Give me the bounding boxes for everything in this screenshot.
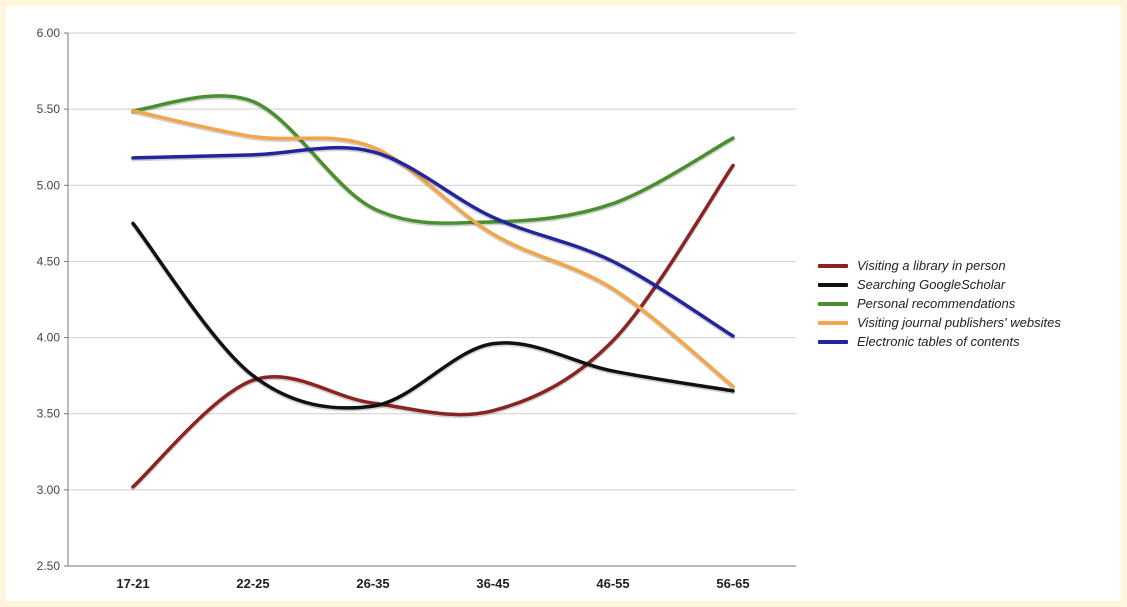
legend-swatch	[818, 301, 848, 306]
x-tick-label: 56-65	[716, 576, 749, 591]
y-tick-label: 5.50	[37, 102, 61, 116]
line-chart: 2.50 3.00 3.50 4.00 4.50 5.00 5.50 6.00 17-21 22…	[37, 26, 796, 591]
legend-entry: Personal recommendations	[818, 294, 1061, 313]
legend-label: Personal recommendations	[857, 296, 1016, 311]
legend-swatch	[818, 263, 848, 268]
legend-swatch	[818, 282, 848, 287]
y-tick-label: 4.50	[37, 254, 61, 268]
y-tick-label: 3.00	[37, 483, 61, 497]
legend: Visiting a library in person Searching Go…	[818, 256, 1061, 351]
series-lines	[131, 94, 735, 491]
series-line-4	[131, 145, 735, 338]
y-tick-label: 5.00	[37, 178, 61, 192]
y-tick-label: 2.50	[37, 559, 61, 573]
axes	[64, 32, 796, 567]
series-line-3	[131, 108, 735, 389]
series-line-shadow	[131, 95, 735, 227]
x-tick-label: 17-21	[116, 576, 149, 591]
legend-entry: Visiting a library in person	[818, 256, 1061, 275]
legend-label: Visiting a library in person	[857, 258, 1006, 273]
legend-entry: Electronic tables of contents	[818, 332, 1061, 351]
x-tick-labels: 17-21 22-25 26-35 36-45 46-55 56-65	[116, 576, 749, 591]
series-line-2	[131, 94, 735, 225]
chart-frame: 2.50 3.00 3.50 4.00 4.50 5.00 5.50 6.00 17-21 22…	[6, 6, 1121, 601]
y-tick-label: 4.00	[37, 331, 61, 345]
legend-swatch	[818, 339, 848, 344]
y-tick-labels: 2.50 3.00 3.50 4.00 4.50 5.00 5.50 6.00	[37, 26, 61, 573]
legend-label: Visiting journal publishers' websites	[857, 315, 1061, 330]
x-tick-label: 36-45	[476, 576, 509, 591]
legend-label: Electronic tables of contents	[857, 334, 1020, 349]
legend-label: Searching GoogleScholar	[857, 277, 1006, 292]
legend-swatch	[818, 320, 848, 325]
legend-entry: Searching GoogleScholar	[818, 275, 1061, 294]
series-line-1	[131, 221, 735, 410]
x-tick-label: 22-25	[236, 576, 269, 591]
series-line-shadow	[131, 222, 735, 412]
series-line-shadow	[131, 164, 735, 491]
x-tick-label: 26-35	[356, 576, 389, 591]
legend-entry: Visiting journal publishers' websites	[818, 313, 1061, 332]
y-tick-label: 6.00	[37, 26, 61, 40]
x-tick-label: 46-55	[596, 576, 629, 591]
y-tick-label: 3.50	[37, 407, 61, 421]
series-line-0	[131, 163, 735, 489]
